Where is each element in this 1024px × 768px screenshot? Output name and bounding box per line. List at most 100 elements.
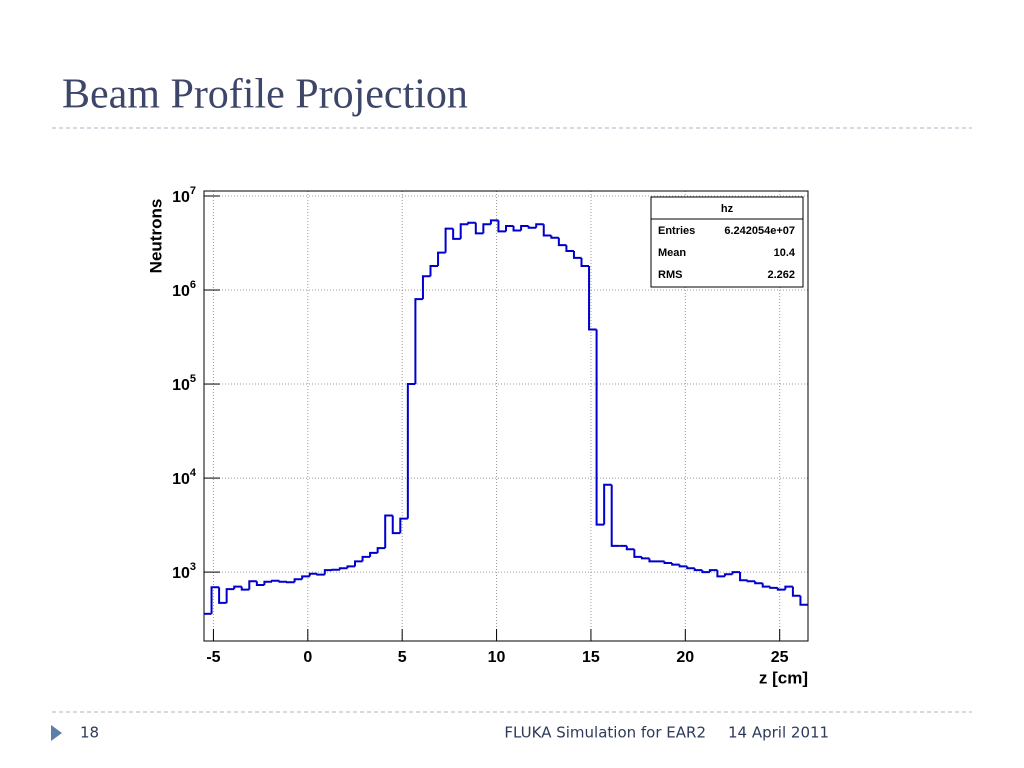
- histogram-bin: [527, 225, 537, 229]
- y-tick-base: 10: [172, 377, 190, 394]
- slide-title: Beam Profile Projection: [62, 72, 468, 118]
- histogram-bin: [278, 580, 288, 583]
- histogram-bin: [512, 225, 522, 232]
- stats-title: hz: [721, 203, 734, 215]
- histogram-bin: [520, 224, 529, 231]
- x-tick-label: 5: [398, 649, 407, 666]
- stats-key: RMS: [658, 269, 682, 281]
- histogram-bin: [323, 569, 333, 575]
- histogram-bin: [588, 266, 597, 331]
- y-tick-label: 103: [172, 561, 196, 582]
- histogram-bin: [414, 298, 423, 385]
- histogram-bin: [467, 221, 476, 225]
- histogram-bin: [286, 581, 295, 584]
- histogram-bin: [308, 572, 318, 577]
- histogram-bin: [263, 580, 272, 585]
- histogram-bin: [354, 560, 363, 567]
- histogram-bin: [671, 562, 680, 566]
- histogram-bin: [565, 245, 574, 252]
- histogram-bin: [731, 571, 741, 575]
- footer-date: 14 April 2011: [728, 724, 829, 742]
- histogram-bin: [799, 595, 808, 606]
- y-tick-exponent: 6: [190, 279, 196, 291]
- histogram-bin: [361, 555, 371, 562]
- histogram-bin: [610, 484, 620, 547]
- x-tick-label: 0: [303, 649, 312, 666]
- y-tick-exponent: 5: [190, 373, 196, 385]
- histogram-bin: [452, 228, 461, 240]
- histogram-bin: [444, 227, 454, 253]
- stats-key: Mean: [658, 247, 686, 259]
- histogram-bin: [346, 565, 355, 569]
- histogram-bin: [429, 265, 439, 277]
- histogram-bin: [225, 588, 235, 603]
- histogram-bin: [535, 223, 544, 228]
- plot-frame: [203, 190, 809, 642]
- histogram-bin: [399, 517, 408, 534]
- histogram-bin: [391, 515, 401, 535]
- x-tick-label: 25: [771, 649, 789, 666]
- stats-box: [650, 196, 804, 288]
- histogram-bin: [482, 223, 491, 234]
- histogram-bin: [603, 483, 612, 525]
- y-tick-exponent: 4: [190, 467, 197, 479]
- histogram-bin: [369, 551, 378, 557]
- histogram-bin: [489, 219, 499, 225]
- histogram-bin: [248, 580, 257, 590]
- x-tick-label: 10: [488, 649, 506, 666]
- histogram-bin: [739, 572, 748, 582]
- footer-title: FLUKA Simulation for EAR2: [504, 724, 706, 742]
- histogram-bin: [580, 257, 590, 268]
- histogram-bin: [233, 585, 242, 590]
- y-tick-label: 104: [172, 467, 197, 488]
- histogram-bin: [640, 556, 650, 560]
- y-axis-label: Neutrons: [146, 199, 165, 274]
- slide-number: 18: [80, 724, 99, 742]
- x-tick-label: 15: [582, 649, 600, 666]
- stats-key: Entries: [658, 225, 695, 237]
- x-axis-label: z [cm]: [759, 668, 808, 687]
- histogram-bin: [701, 570, 710, 574]
- y-tick-label: 105: [172, 373, 196, 394]
- y-tick-label: 107: [172, 185, 196, 206]
- histogram-bin: [301, 575, 310, 580]
- histogram-bin: [557, 237, 567, 247]
- histogram-bin: [648, 558, 657, 563]
- y-tick-base: 10: [172, 471, 190, 488]
- y-tick-exponent: 7: [190, 185, 196, 197]
- histogram-bin: [686, 566, 695, 570]
- histogram-bin: [384, 514, 393, 549]
- histogram-bin: [761, 583, 771, 588]
- histogram-bin: [338, 567, 348, 570]
- histogram-bin: [474, 222, 484, 235]
- histogram-bin: [505, 224, 514, 232]
- histogram-bin: [437, 251, 446, 267]
- histogram-bin: [769, 586, 778, 589]
- y-tick-base: 10: [172, 565, 190, 582]
- histogram-bin: [754, 581, 763, 585]
- histogram-bin: [784, 585, 793, 590]
- histogram-bin: [240, 586, 250, 591]
- histogram-bin: [776, 587, 786, 591]
- histogram-bin: [572, 250, 582, 259]
- histogram-bin: [633, 549, 642, 558]
- histogram-bin: [693, 568, 703, 572]
- histogram-bin: [497, 220, 506, 233]
- histogram-bin: [663, 561, 673, 564]
- y-tick-base: 10: [172, 283, 190, 300]
- histogram-bin: [708, 569, 718, 573]
- stats-value: 2.262: [767, 269, 795, 281]
- stats-value: 10.4: [774, 247, 796, 259]
- histogram-bin: [316, 573, 325, 576]
- histogram-bin: [218, 587, 227, 604]
- histogram-bin: [746, 580, 756, 583]
- histogram-bin: [716, 570, 725, 578]
- y-tick-base: 10: [172, 189, 190, 206]
- bullet-icon: [51, 725, 62, 741]
- histogram-bin: [406, 383, 416, 519]
- y-tick-label: 106: [172, 279, 196, 300]
- histogram-bin: [791, 586, 801, 597]
- x-tick-label: -5: [206, 649, 220, 666]
